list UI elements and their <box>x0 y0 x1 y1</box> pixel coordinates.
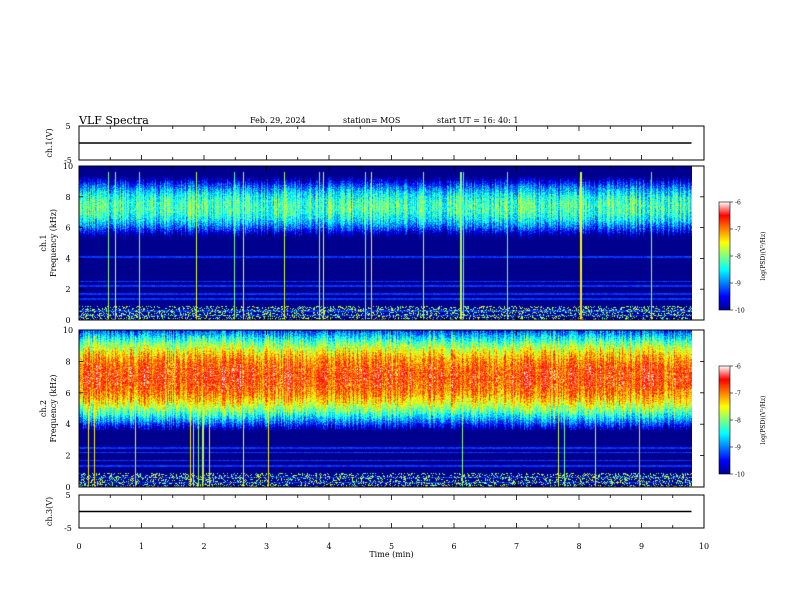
ch1-colorbar-tick-label: -9 <box>735 281 741 288</box>
chart-title: VLF Spectra <box>79 114 149 127</box>
ch2-spectrogram-heatmap <box>79 330 692 487</box>
ch1-voltage-ytick-label: -5 <box>64 156 72 165</box>
xtick-label: 8 <box>576 542 581 551</box>
ch1-voltage-ytick-label: 5 <box>65 122 70 131</box>
ch1-spectrogram-ytick-label: 6 <box>65 224 70 233</box>
ch1-colorbar-tick-label: -7 <box>735 227 741 234</box>
ch2-spectrogram-ytick-label: 4 <box>65 420 70 429</box>
ch2-colorbar-label: log(PSD)(V²/Hz) <box>760 396 767 445</box>
ch2-colorbar-tick-label: -9 <box>735 445 741 452</box>
ch1-voltage-ylabel: ch.1(V) <box>45 128 54 157</box>
xtick-label: 2 <box>201 542 206 551</box>
ch2-spectrogram-ytick-label: 6 <box>65 389 70 398</box>
ch1-spectrogram-ytick-label: 0 <box>65 316 70 325</box>
ch2-spectrogram-ylabel: Frequency (kHz) <box>49 374 58 442</box>
ch2-colorbar-tick-label: -7 <box>735 391 741 398</box>
ch2-spectrogram-ytick-label: 8 <box>65 357 70 366</box>
ch1-colorbar-tick-label: -10 <box>735 308 745 315</box>
start-ut-label: start UT = 16: 40: 1 <box>437 116 519 125</box>
ch1-spectrogram-ytick-label: 8 <box>65 193 70 202</box>
date-label: Feb. 29, 2024 <box>250 116 306 125</box>
xtick-label: 7 <box>514 542 519 551</box>
ch1-spectrogram-heatmap <box>79 166 692 320</box>
ch2-colorbar-tick-label: -10 <box>735 472 745 479</box>
ch1-spectrogram-ytick-label: 10 <box>63 162 73 171</box>
ch2-colorbar-tick-label: -8 <box>735 418 741 425</box>
ch3-voltage-ylabel: ch.3(V) <box>45 497 54 526</box>
ch1-colorbar-tick-label: -8 <box>735 254 741 261</box>
ch1-spectrogram-ylabel-channel: ch.1 <box>39 234 48 251</box>
ch2-colorbar-tick-label: -6 <box>735 364 741 371</box>
ch1-colorbar-label: log(PSD)(V²/Hz) <box>760 232 767 281</box>
x-axis-title: Time (min) <box>369 550 413 559</box>
xtick-label: 1 <box>139 542 144 551</box>
ch2-spectrogram-ylabel-channel: ch.2 <box>39 400 48 417</box>
xtick-label: 6 <box>451 542 456 551</box>
ch1-colorbar-tick-label: -6 <box>735 200 741 207</box>
ch2-spectrogram-ytick-label: 2 <box>65 452 70 461</box>
ch1-spectrogram-ytick-label: 4 <box>65 254 70 263</box>
ch2-colorbar <box>718 365 731 475</box>
xtick-label: 10 <box>699 542 709 551</box>
ch1-spectrogram-ylabel: Frequency (kHz) <box>49 209 58 277</box>
xtick-label: 4 <box>326 542 331 551</box>
station-label: station= MOS <box>343 116 401 125</box>
xtick-label: 5 <box>389 542 394 551</box>
ch3-voltage-ytick-label: 5 <box>65 491 70 500</box>
ch1-spectrogram-ytick-label: 2 <box>65 285 70 294</box>
xtick-label: 3 <box>264 542 269 551</box>
ch2-spectrogram-ytick-label: 10 <box>63 326 73 335</box>
ch2-spectrogram-ytick-label: 0 <box>65 483 70 492</box>
xtick-label: 9 <box>639 542 644 551</box>
ch1-colorbar <box>718 201 731 311</box>
xtick-label: 0 <box>76 542 81 551</box>
ch3-voltage-ytick-label: -5 <box>64 524 72 533</box>
